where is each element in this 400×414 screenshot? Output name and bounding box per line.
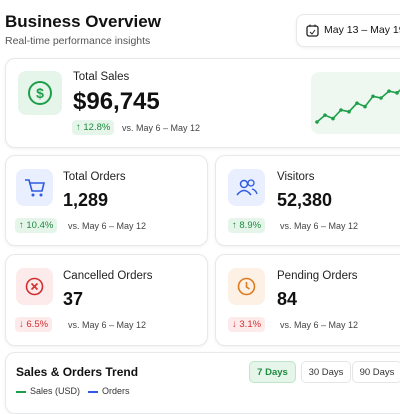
date-range: May 13 – May 19 xyxy=(324,24,400,36)
pending-card: Pending Orders 84 ↓ 3.1% vs. May 6 – May… xyxy=(215,254,400,346)
change-value: 6.5% xyxy=(26,319,49,330)
sparkline-dot xyxy=(387,89,391,93)
card-value: 52,380 xyxy=(277,190,333,210)
comparison: vs. May 6 – May 12 xyxy=(280,221,359,231)
comparison: vs. May 6 – May 12 xyxy=(68,221,147,231)
cancelled-card: Cancelled Orders 37 ↓ 6.5% vs. May 6 – M… xyxy=(5,254,208,346)
sparkline-dot xyxy=(315,120,319,124)
card-value: $96,745 xyxy=(73,88,160,115)
change-value: 8.9% xyxy=(239,220,262,231)
cancelled-icon-box xyxy=(16,268,53,305)
legend-swatch xyxy=(16,391,26,393)
card-label: Total Orders xyxy=(63,171,126,183)
sparkline-dot xyxy=(323,113,327,117)
cart-icon xyxy=(25,179,46,197)
tab[interactable]: 30 Days xyxy=(301,361,351,383)
legend-label: Orders xyxy=(102,386,130,396)
sparkline-dot xyxy=(379,96,383,100)
comparison: vs. May 6 – May 12 xyxy=(68,320,147,330)
dollar-icon: $ xyxy=(28,81,52,105)
page-subtitle: Real-time performance insights xyxy=(5,35,151,47)
trend-title: Sales & Orders Trend xyxy=(16,365,139,379)
sparkline-dot xyxy=(331,116,335,121)
visitors-icon-box xyxy=(228,169,265,206)
card-label: Pending Orders xyxy=(277,270,358,282)
sparkline-dot xyxy=(371,94,375,99)
orders-card: Total Orders 1,289 ↑ 10.4% vs. May 6 – M… xyxy=(5,155,208,246)
svg-text:$: $ xyxy=(36,85,44,101)
change-badge: ↓ 3.1% xyxy=(228,317,266,332)
change-badge: ↑ 8.9% xyxy=(228,218,266,233)
sparkline-dot xyxy=(339,108,343,112)
visitors-card: Visitors 52,380 ↑ 8.9% vs. May 6 – May 1… xyxy=(215,155,400,246)
card-value: 1,289 xyxy=(63,190,109,210)
change-badge: ↓ 6.5% xyxy=(15,317,53,332)
sales-card: $ Total Sales $96,745 ↑ 12.8% vs. May 6 … xyxy=(5,58,400,148)
change-badge: ↑ 10.4% xyxy=(15,218,58,233)
change-badge: ↑ 12.8% xyxy=(72,120,115,135)
change-value: 12.8% xyxy=(83,122,111,133)
legend-swatch xyxy=(88,391,98,393)
card-label: Total Sales xyxy=(73,71,130,83)
sparkline-dot xyxy=(395,91,399,95)
page-title: Business Overview xyxy=(5,12,161,31)
users-icon xyxy=(236,179,258,196)
sparkline-dot xyxy=(347,109,351,114)
tab[interactable]: 90 Days xyxy=(352,361,400,383)
cancel-icon xyxy=(25,277,44,296)
calendar-icon xyxy=(306,24,319,37)
page: Business Overview Real-time performance … xyxy=(5,12,400,414)
change-value: 10.4% xyxy=(26,220,54,231)
change-value: 3.1% xyxy=(239,319,262,330)
legend-label: Sales (USD) xyxy=(30,386,81,396)
card-value: 37 xyxy=(63,289,84,309)
sparkline-dot xyxy=(355,101,359,105)
date-picker[interactable]: May 13 – May 19 xyxy=(296,14,400,47)
tab[interactable]: 7 Days xyxy=(249,361,296,383)
sparkline xyxy=(311,72,400,134)
comparison: vs. May 6 – May 12 xyxy=(122,123,201,133)
pending-icon-box xyxy=(228,268,265,305)
sales-icon-box: $ xyxy=(18,71,62,115)
clock-icon xyxy=(237,277,256,296)
sparkline-dot xyxy=(363,104,367,109)
card-label: Cancelled Orders xyxy=(63,270,153,282)
orders-icon-box xyxy=(16,169,53,206)
card-value: 84 xyxy=(277,289,298,309)
card-label: Visitors xyxy=(277,171,315,183)
comparison: vs. May 6 – May 12 xyxy=(280,320,359,330)
